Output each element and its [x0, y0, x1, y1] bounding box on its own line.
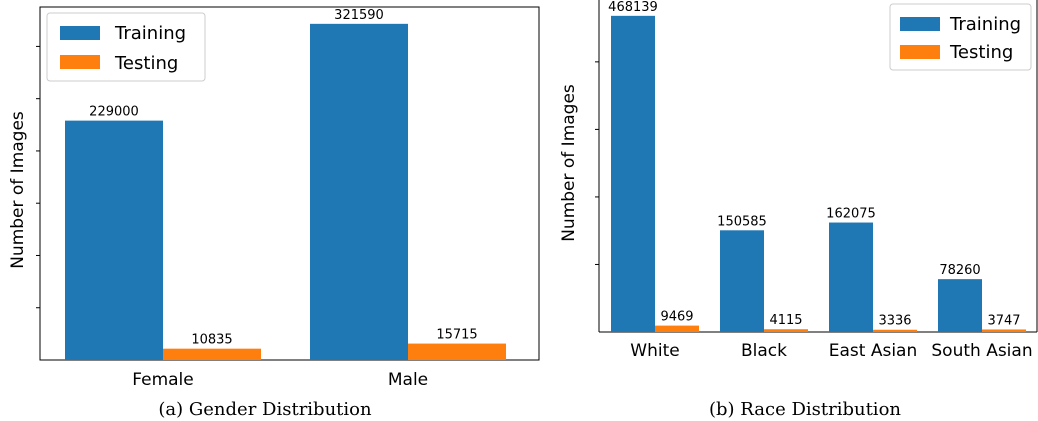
race-bar-label-testing-east-asian: 3336	[878, 314, 911, 329]
gender-bar-testing-female	[163, 348, 261, 360]
x-tick-female: Female	[132, 370, 193, 390]
race-y-axis-label: Number of Images	[559, 84, 579, 242]
race-bar-label-training-black: 150585	[717, 214, 767, 229]
x-tick-black: Black	[741, 341, 787, 361]
race-bar-training-south-asian	[938, 279, 982, 332]
race-bar-training-black	[720, 230, 764, 332]
race-bar-training-east-asian	[829, 222, 873, 332]
gender-bar-testing-male	[408, 343, 506, 360]
x-tick-south-asian: South Asian	[931, 341, 1032, 361]
gender-bar-training-male	[310, 23, 408, 361]
gender-bar-training-female	[65, 120, 163, 360]
race-legend: Training Testing	[889, 3, 1032, 71]
gender-bars: 229000 10835 321590 15715	[65, 8, 506, 361]
race-bars: 468139 9469 150585 4115 162075 3336 78260 3747	[608, 0, 1026, 332]
race-bar-training-white	[611, 15, 655, 332]
race-legend-label-testing: Testing	[949, 42, 1013, 63]
race-bar-label-testing-white: 9469	[660, 310, 693, 325]
race-caption: (b) Race Distribution	[709, 399, 901, 420]
gender-bar-label-testing-male: 15715	[436, 328, 477, 343]
race-bar-label-testing-black: 4115	[769, 313, 802, 328]
race-bar-label-training-south-asian: 78260	[939, 263, 980, 278]
gender-bar-label-testing-female: 10835	[191, 333, 232, 348]
race-legend-swatch-training	[900, 17, 940, 31]
race-bar-testing-south-asian	[982, 329, 1026, 332]
race-bar-label-training-white: 468139	[608, 0, 658, 15]
x-tick-east-asian: East Asian	[829, 341, 918, 361]
race-bar-label-training-east-asian: 162075	[826, 207, 876, 222]
x-tick-male: Male	[388, 370, 428, 390]
gender-bar-label-training-female: 229000	[89, 105, 139, 120]
race-bar-testing-east-asian	[873, 329, 917, 332]
x-tick-white: White	[630, 341, 679, 361]
gender-legend: Training Testing	[46, 12, 206, 82]
race-y-ticks	[595, 61, 599, 265]
race-chart: 468139946915058541151620753336782603747 …	[559, 0, 1038, 420]
gender-legend-label-testing: Testing	[114, 53, 178, 74]
gender-y-axis-label: Number of Images	[8, 111, 28, 269]
gender-caption: (a) Gender Distribution	[158, 399, 372, 420]
race-bar-label-testing-south-asian: 3747	[987, 313, 1020, 328]
gender-legend-swatch-training	[60, 26, 100, 40]
race-legend-swatch-testing	[900, 45, 940, 59]
race-bar-testing-white	[655, 325, 699, 332]
race-legend-label-training: Training	[949, 14, 1021, 35]
race-bar-testing-black	[764, 329, 808, 332]
gender-legend-swatch-testing	[60, 55, 100, 69]
gender-legend-label-training: Training	[114, 23, 186, 44]
gender-y-ticks	[36, 45, 40, 309]
gender-plot-frame	[39, 6, 540, 361]
gender-bar-label-training-male: 321590	[334, 8, 384, 23]
